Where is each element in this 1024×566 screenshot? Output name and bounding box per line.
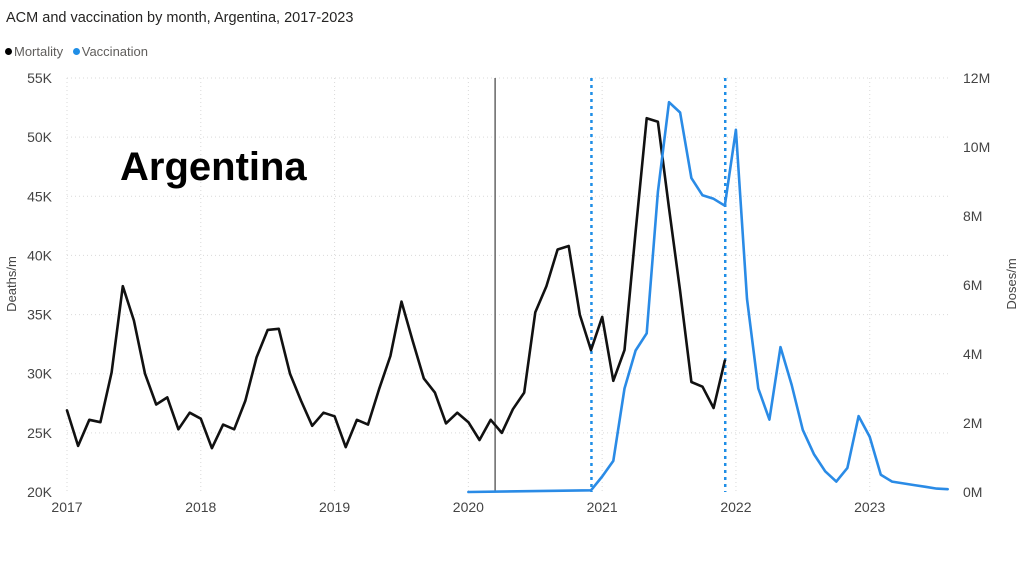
- legend: Mortality Vaccination: [5, 44, 154, 59]
- y-tick-label: 40K: [27, 247, 53, 263]
- y-tick-label: 55K: [27, 70, 53, 86]
- y-axis-right-label: Doses/m: [1004, 258, 1019, 309]
- x-tick-label: 2021: [587, 499, 618, 515]
- y-tick-label: 25K: [27, 425, 53, 441]
- x-tick-label: 2018: [185, 499, 216, 515]
- y2-tick-label: 6M: [963, 277, 982, 293]
- legend-item-vaccination[interactable]: Vaccination: [72, 44, 148, 59]
- y2-tick-label: 4M: [963, 346, 982, 362]
- y2-tick-label: 0M: [963, 484, 982, 500]
- chart-title: ACM and vaccination by month, Argentina,…: [6, 10, 354, 26]
- chart-annotation-label: Argentina: [120, 145, 307, 189]
- y-axis-left-label: Deaths/m: [4, 256, 19, 312]
- series-line-vaccination: [467, 100, 950, 494]
- legend-dot-mortality: [5, 48, 12, 55]
- series-lines: [65, 100, 950, 494]
- y2-tick-label: 2M: [963, 415, 982, 431]
- y2-tick-label: 8M: [963, 208, 982, 224]
- vertical-markers: [494, 78, 727, 492]
- y2-tick-label: 10M: [963, 139, 990, 155]
- x-tick-label: 2019: [319, 499, 350, 515]
- series-line-mortality: [65, 116, 727, 450]
- x-axis-ticks: 2017 2018 2019 2020 2021 2022 2023: [51, 499, 885, 515]
- legend-label-vaccination: Vaccination: [81, 44, 148, 59]
- x-tick-label: 2023: [854, 499, 885, 515]
- legend-label-mortality: Mortality: [14, 44, 64, 59]
- legend-item-mortality[interactable]: Mortality: [5, 44, 63, 59]
- y-tick-label: 45K: [27, 188, 53, 204]
- x-tick-label: 2022: [720, 499, 751, 515]
- y-axis-right-ticks: 0M 2M 4M 6M 8M 10M 12M: [963, 70, 990, 500]
- legend-dot-vaccination: [72, 48, 80, 55]
- y-tick-label: 35K: [27, 307, 53, 323]
- y-tick-label: 30K: [27, 366, 53, 382]
- y-axis-left-ticks: 20K 25K 30K 35K 40K 45K 50K 55K: [27, 70, 53, 500]
- x-tick-label: 2020: [453, 499, 484, 515]
- y-tick-label: 50K: [27, 129, 53, 145]
- x-tick-label: 2017: [51, 499, 82, 515]
- grid-lines: [66, 77, 950, 492]
- y2-tick-label: 12M: [963, 70, 990, 86]
- y-tick-label: 20K: [27, 484, 53, 500]
